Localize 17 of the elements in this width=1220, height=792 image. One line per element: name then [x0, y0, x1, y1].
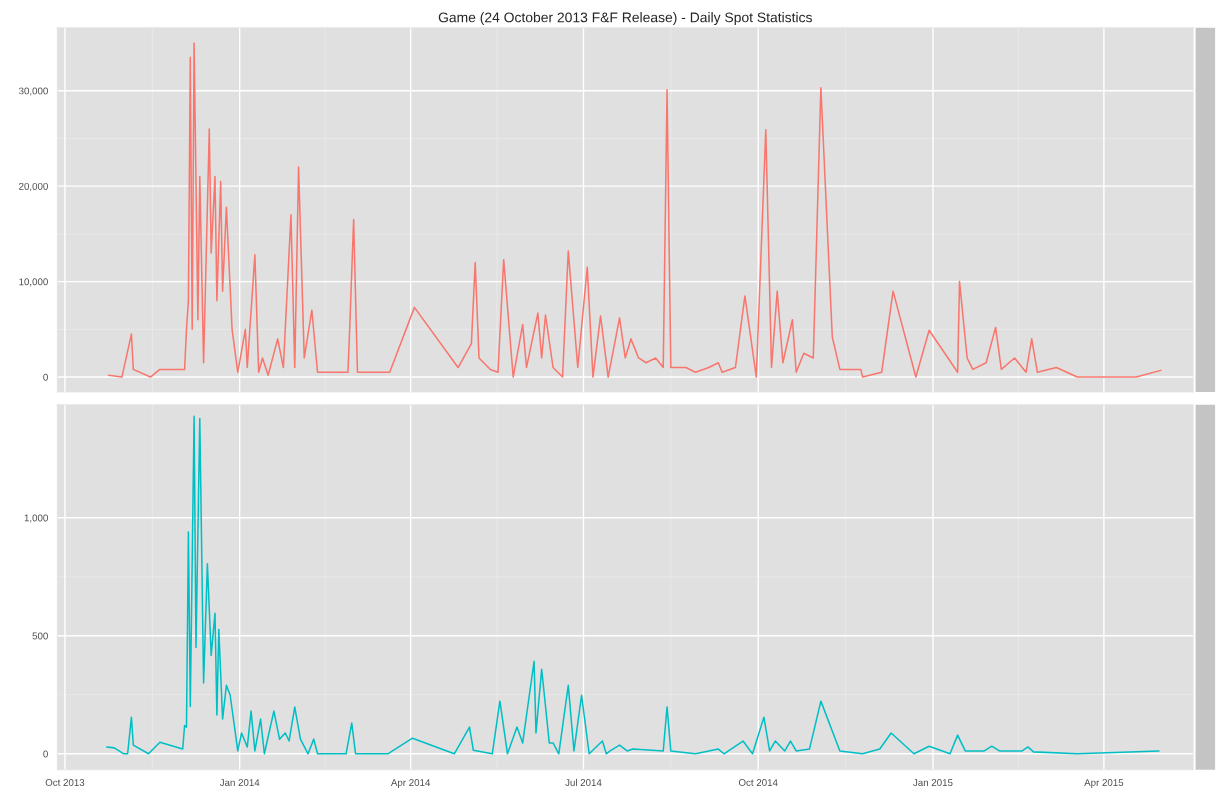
y-tick-label: 0	[43, 373, 48, 381]
x-tick-label: Oct 2013	[45, 779, 85, 786]
line-series	[105, 415, 1160, 755]
x-tick-label: Jan 2014	[219, 779, 260, 786]
y-tick-label: 0	[43, 750, 48, 758]
y-tick-label: 500	[32, 632, 48, 640]
chart-title: Game (24 October 2013 F&F Release) - Daily Spot Statistics	[438, 12, 812, 26]
y-tick-label: 10,000	[19, 278, 48, 287]
y-tick-label: 30,000	[18, 87, 48, 96]
x-tick-label: Apr 2014	[390, 779, 431, 788]
y-tick-label: 20,000	[19, 182, 48, 191]
x-tick-label: Jul 2014	[565, 778, 602, 786]
x-tick-label: Oct 2014	[738, 779, 778, 786]
line-series	[107, 42, 1162, 378]
x-tick-label: Jan 2015	[913, 779, 953, 786]
y-tick-label: 1,000	[24, 514, 48, 523]
x-tick-label: Apr 2015	[1084, 779, 1124, 788]
